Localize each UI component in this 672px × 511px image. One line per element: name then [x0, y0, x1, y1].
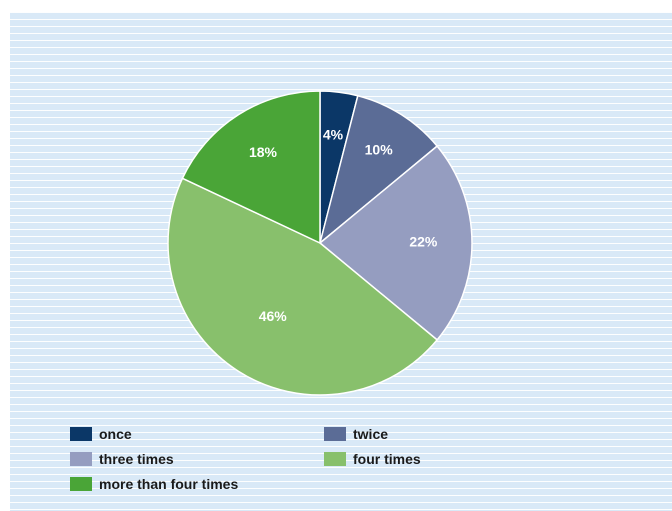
legend-swatch-more-than-four-times: [70, 477, 92, 491]
pie-slice-more-than-four-times: [181, 90, 321, 245]
pie-label-once: 4%: [323, 127, 344, 143]
legend-label-three-times: three times: [99, 451, 174, 467]
legend-item-twice: twice: [324, 425, 578, 443]
pie-label-more-than-four-times: 18%: [249, 144, 278, 160]
pie-label-twice: 10%: [365, 141, 394, 157]
legend: once twice three times four times more t…: [70, 425, 590, 493]
legend-swatch-four-times: [324, 452, 346, 466]
legend-swatch-once: [70, 427, 92, 441]
legend-item-three-times: three times: [70, 450, 324, 468]
pie-slice-twice: [318, 94, 439, 246]
legend-item-once: once: [70, 425, 324, 443]
legend-swatch-three-times: [70, 452, 92, 466]
legend-item-more-than-four-times: more than four times: [70, 475, 324, 493]
pie-slice-four-times: [167, 177, 439, 396]
pie-slice-labels: 4% 10% 22% 46% 18%: [249, 127, 438, 324]
legend-label-four-times: four times: [353, 451, 421, 467]
pie-slices: [167, 90, 473, 396]
pie-label-three-times: 22%: [409, 234, 438, 250]
pie-label-four-times: 46%: [259, 308, 288, 324]
legend-swatch-twice: [324, 427, 346, 441]
legend-label-more-than-four-times: more than four times: [99, 476, 239, 492]
legend-item-four-times: four times: [324, 450, 578, 468]
legend-label-twice: twice: [353, 426, 389, 442]
legend-label-once: once: [99, 426, 132, 442]
pie-slice-three-times: [318, 145, 473, 341]
